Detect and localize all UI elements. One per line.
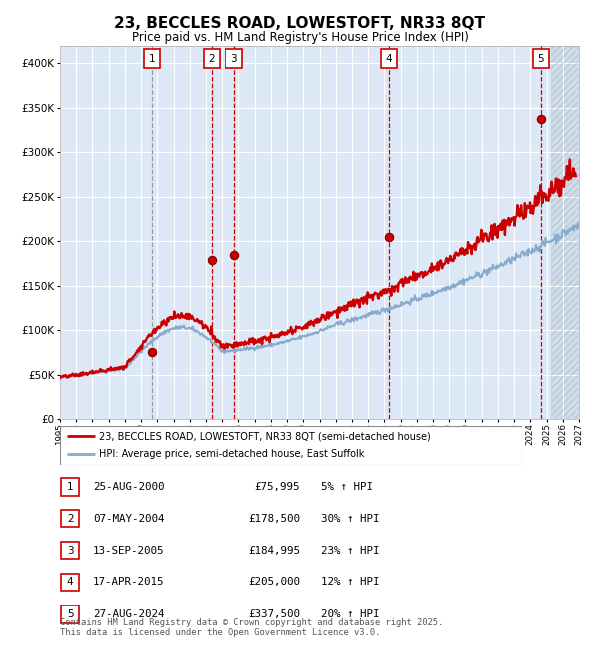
Text: 17-APR-2015: 17-APR-2015 (93, 577, 164, 588)
Text: £337,500: £337,500 (248, 609, 300, 619)
Bar (551, 46, 579, 419)
Text: 3: 3 (230, 53, 237, 64)
Text: 12% ↑ HPI: 12% ↑ HPI (321, 577, 380, 588)
Text: Contains HM Land Registry data © Crown copyright and database right 2025.
This d: Contains HM Land Registry data © Crown c… (60, 618, 443, 637)
FancyBboxPatch shape (60, 426, 522, 465)
FancyBboxPatch shape (203, 49, 220, 68)
Text: 5% ↑ HPI: 5% ↑ HPI (321, 482, 373, 492)
FancyBboxPatch shape (533, 49, 549, 68)
Text: 27-AUG-2024: 27-AUG-2024 (93, 609, 164, 619)
FancyBboxPatch shape (61, 574, 79, 592)
Text: 2: 2 (67, 514, 74, 524)
Text: 07-MAY-2004: 07-MAY-2004 (93, 514, 164, 524)
Text: HPI: Average price, semi-detached house, East Suffolk: HPI: Average price, semi-detached house,… (99, 449, 365, 459)
Text: £75,995: £75,995 (254, 482, 300, 492)
FancyBboxPatch shape (61, 606, 79, 623)
Text: 2: 2 (208, 53, 215, 64)
FancyBboxPatch shape (61, 478, 79, 495)
FancyBboxPatch shape (143, 49, 160, 68)
Text: 13-SEP-2005: 13-SEP-2005 (93, 545, 164, 556)
Text: 25-AUG-2000: 25-AUG-2000 (93, 482, 164, 492)
FancyBboxPatch shape (61, 542, 79, 559)
Text: 5: 5 (67, 609, 74, 619)
Text: 20% ↑ HPI: 20% ↑ HPI (321, 609, 380, 619)
Text: 30% ↑ HPI: 30% ↑ HPI (321, 514, 380, 524)
FancyBboxPatch shape (226, 49, 242, 68)
Text: 23% ↑ HPI: 23% ↑ HPI (321, 545, 380, 556)
Text: 23, BECCLES ROAD, LOWESTOFT, NR33 8QT (semi-detached house): 23, BECCLES ROAD, LOWESTOFT, NR33 8QT (s… (99, 432, 431, 441)
Text: 3: 3 (67, 545, 74, 556)
Text: 23, BECCLES ROAD, LOWESTOFT, NR33 8QT: 23, BECCLES ROAD, LOWESTOFT, NR33 8QT (115, 16, 485, 31)
Text: £178,500: £178,500 (248, 514, 300, 524)
Text: Price paid vs. HM Land Registry's House Price Index (HPI): Price paid vs. HM Land Registry's House … (131, 31, 469, 44)
Text: 1: 1 (148, 53, 155, 64)
Bar (551, 46, 579, 419)
Text: £205,000: £205,000 (248, 577, 300, 588)
Text: 5: 5 (538, 53, 544, 64)
Text: £184,995: £184,995 (248, 545, 300, 556)
FancyBboxPatch shape (381, 49, 397, 68)
FancyBboxPatch shape (61, 510, 79, 528)
Text: 1: 1 (67, 482, 74, 492)
Text: 4: 4 (386, 53, 392, 64)
Text: 4: 4 (67, 577, 74, 588)
